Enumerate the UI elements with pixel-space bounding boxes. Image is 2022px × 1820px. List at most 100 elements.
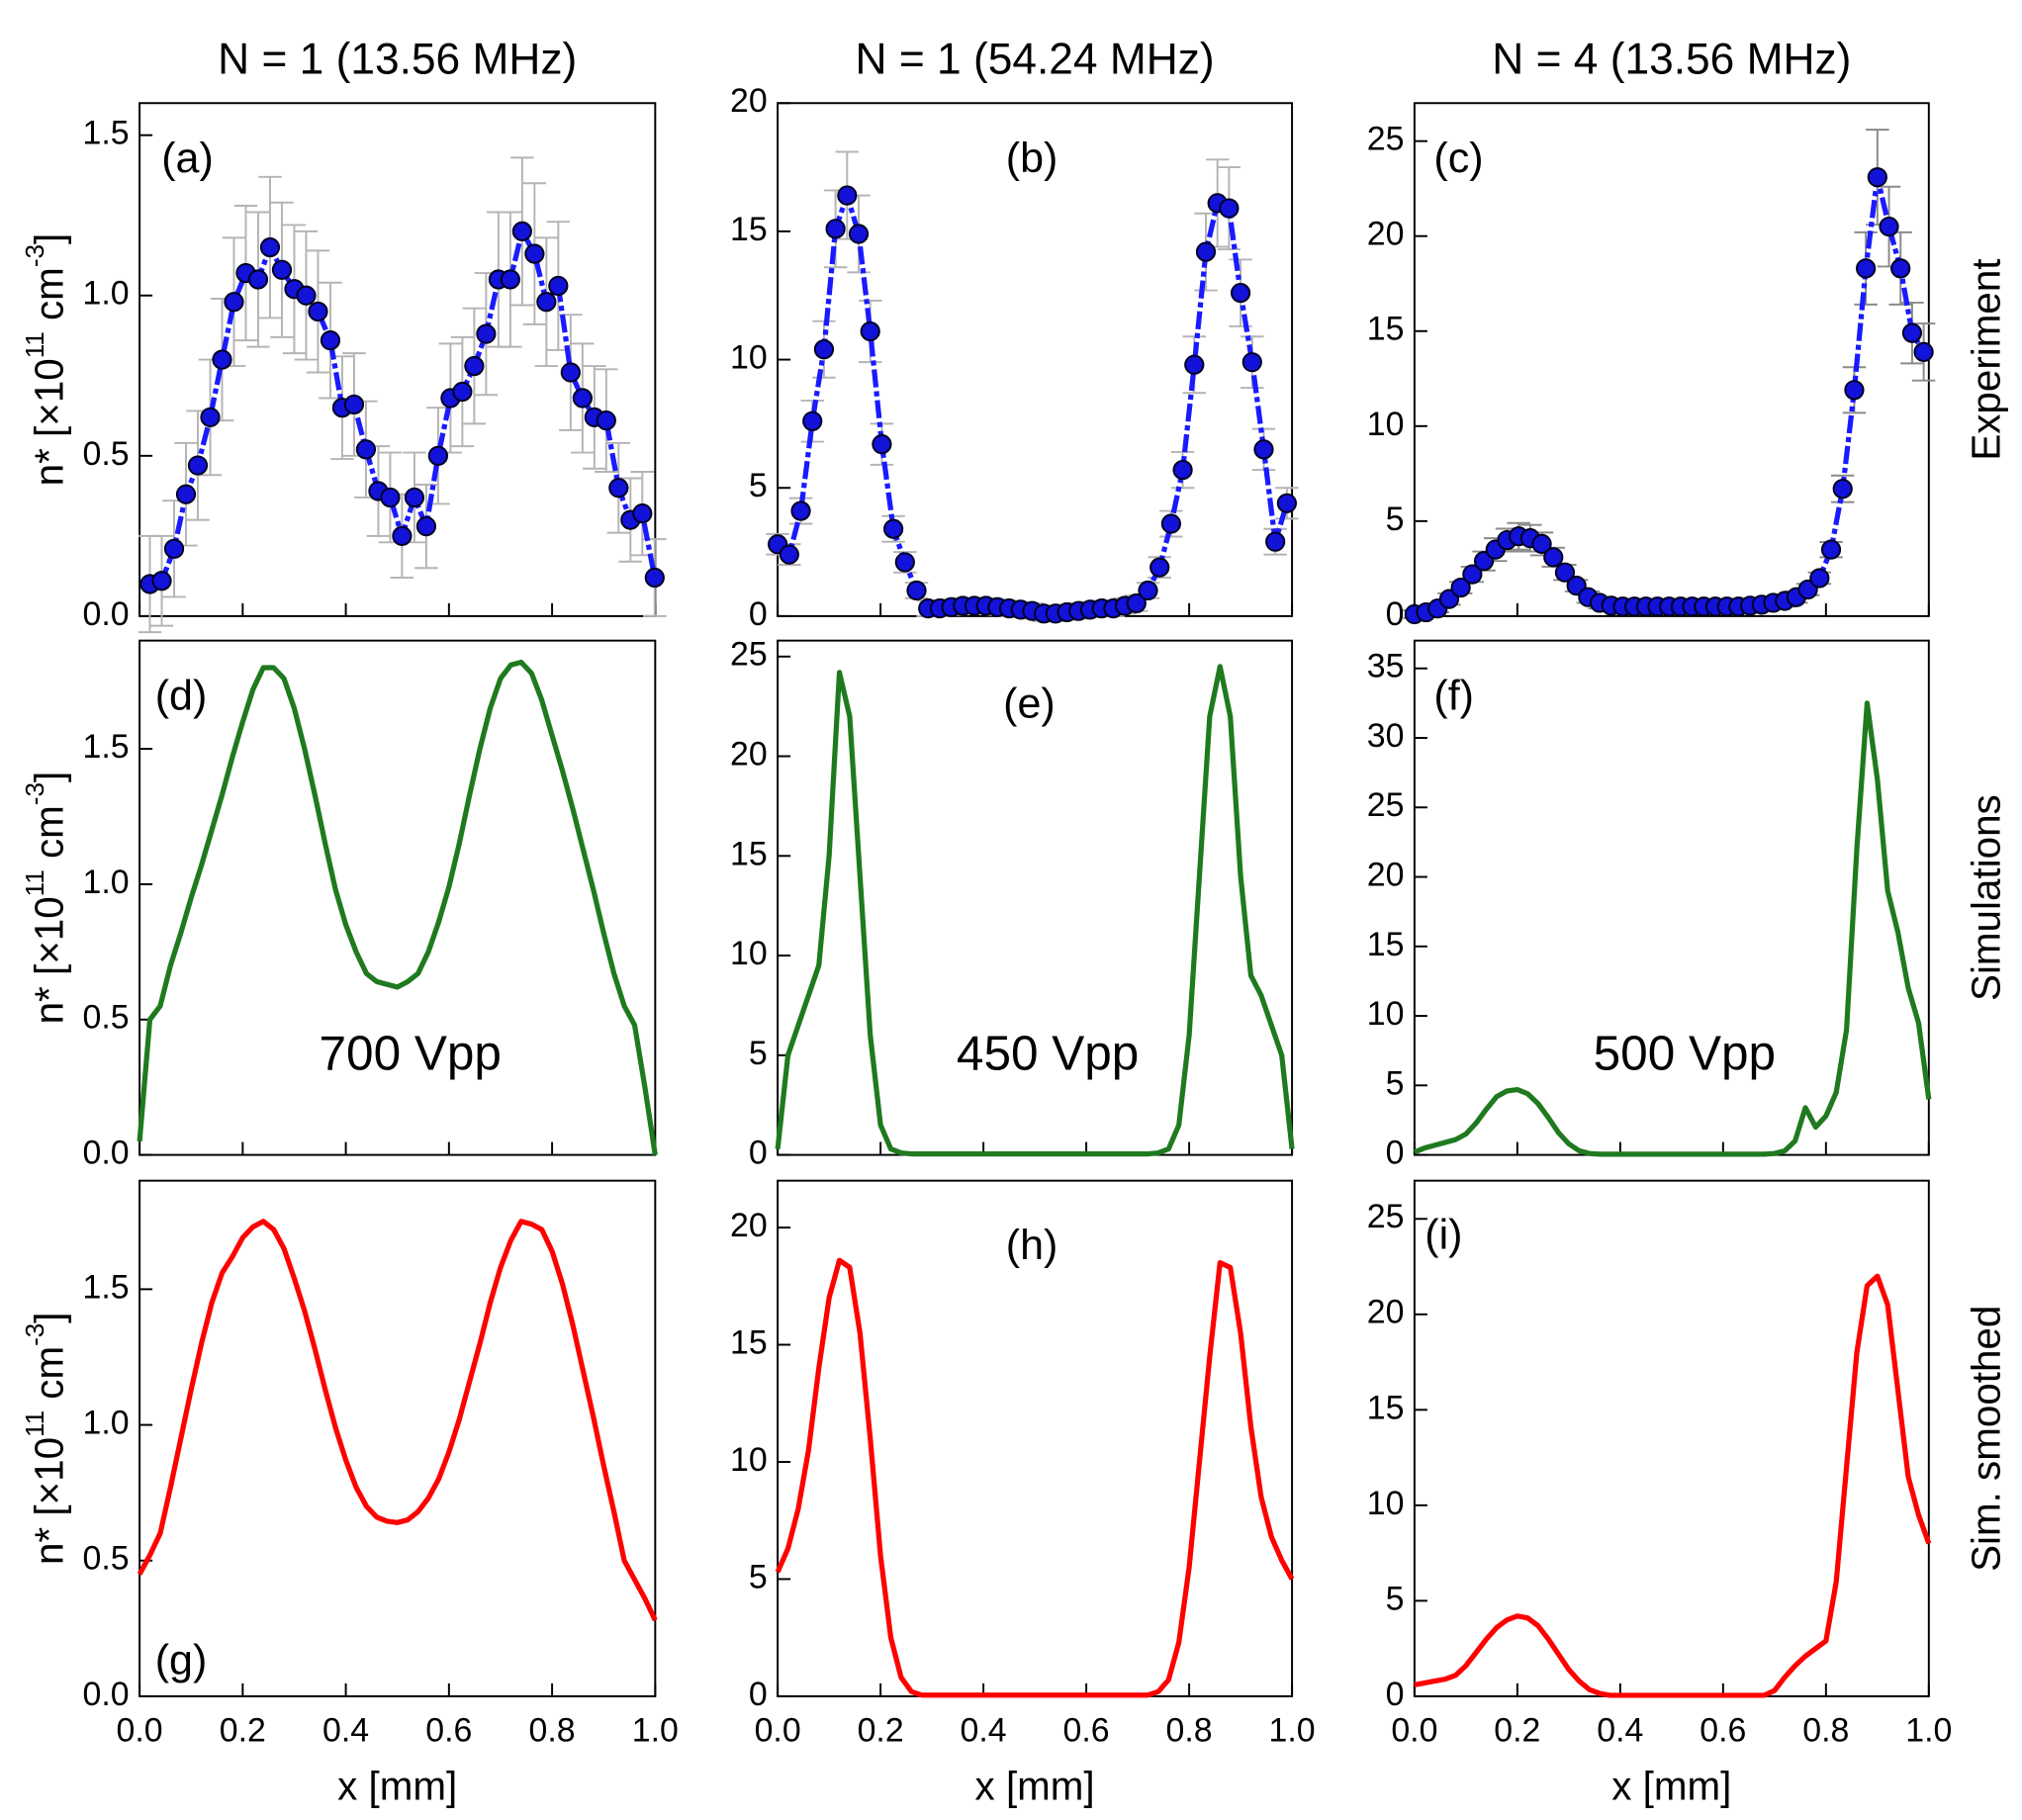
data-point [883,518,904,539]
x-tick-label: 0.8 [1166,1711,1213,1749]
x-tick-label: 1.0 [632,1711,679,1749]
y-tick-label: 15 [730,835,768,872]
y-tick-label: 10 [730,339,768,377]
x-tick-label: 0.0 [755,1711,801,1749]
data-point [404,487,425,508]
y-tick-label: 5 [749,1035,768,1072]
y-tick-label: 10 [1367,406,1405,443]
sim-line [1413,700,1932,1157]
sim-line [775,1257,1295,1698]
annotation: 700 Vpp [320,1027,502,1081]
y-axis-label-part: n* [×10 [26,1437,71,1565]
y-tick-label: 30 [1367,717,1405,755]
x-tick-label: 0.8 [1802,1711,1849,1749]
x-axis-label: x [mm] [337,1763,457,1808]
plot-frame [138,639,657,1156]
data-point [224,292,244,313]
y-tick-label: 20 [1367,216,1405,253]
data-point [271,259,293,280]
y-tick-label: 5 [749,1558,768,1595]
x-tick-label: 0.0 [1391,1711,1437,1749]
data-point [1265,531,1286,552]
y-tick-label: 1.0 [83,1405,130,1442]
y-tick-label: 15 [1367,926,1405,963]
panel-label: (c) [1433,135,1483,182]
x-tick-label: 0.2 [220,1711,266,1749]
y-tick-label: 20 [730,735,768,773]
y-tick-label: 20 [1367,1294,1405,1331]
data-point [1462,564,1483,585]
y-tick-label: 1.0 [83,275,130,313]
data-point [872,434,892,455]
data-point [860,320,880,342]
y-tick-label: 0.5 [83,999,130,1037]
data-point [1844,380,1865,401]
data-point [1820,539,1842,560]
panel: 0.0 0.5 1.0 1.5 (d) 700 Vpp n* [×1011 cm-3] [20,639,658,1172]
y-tick-label: 15 [1367,311,1405,348]
sim-line [775,664,1295,1157]
y-tick-label: 1.5 [83,728,130,766]
row-label: Sim. smoothed [1964,1306,2009,1572]
data-point [906,580,927,601]
data-point [802,410,823,431]
data-point [608,478,629,499]
data-point [212,349,232,370]
panel: 0 5 10 15 20 N = 1 (54.24 MHz) (b) [730,35,1299,633]
x-tick-label: 0.4 [1597,1711,1643,1749]
data-point [1126,592,1147,614]
y-tick-label: 0 [1386,1676,1405,1713]
data-point [380,487,401,508]
y-tick-label: 0 [1386,595,1405,633]
y-tick-label: 5 [1386,1064,1405,1102]
y-tick-label: 15 [1367,1389,1405,1426]
data-point [1219,198,1240,219]
data-point [320,330,341,351]
data-point [343,394,365,415]
chart-title: N = 4 (13.56 MHz) [1492,35,1851,83]
y-axis-label-part: cm [26,267,71,331]
panel: 0 5 10 15 20 25 (e) 450 Vpp [730,636,1295,1172]
data-point [632,503,653,524]
data-point [476,323,497,344]
data-point [779,544,799,565]
y-axis-label-sup: 11 [20,869,49,896]
x-tick-label: 0.6 [1700,1711,1746,1749]
data-point [259,237,281,258]
data-point [825,219,846,239]
data-point [1172,459,1193,481]
plot-frame [138,1179,657,1697]
x-tick-label: 0.8 [529,1711,576,1749]
data-point [175,484,197,504]
data-point [560,362,581,383]
data-point [1138,580,1158,601]
y-tick-label: 15 [730,1323,768,1361]
panel-label: (f) [1433,673,1474,720]
y-tick-label: 15 [730,211,768,248]
y-axis-label-part: n* [×10 [26,358,71,486]
y-axis-label: n* [×1011 cm-3] [20,772,71,1025]
y-tick-label: 25 [1367,786,1405,824]
sim-line [137,659,658,1155]
data-point [1241,352,1262,373]
y-tick-label: 0 [749,1676,768,1713]
data-point [415,516,437,537]
sim-line [1414,1273,1932,1698]
x-tick-label: 0.2 [1494,1711,1540,1749]
data-point [1184,354,1205,375]
y-tick-label: 20 [730,82,768,120]
chart-title: N = 1 (13.56 MHz) [218,35,577,83]
data-point [1149,557,1170,578]
panel-label: (i) [1425,1211,1462,1258]
data-point [1809,568,1830,589]
data-point [1879,217,1899,237]
data-point [1531,533,1552,554]
panel-label: (a) [161,135,214,182]
y-tick-label: 0.0 [83,1676,130,1713]
data-point [1832,479,1853,500]
y-axis-label-part: cm [26,1346,71,1410]
chart-title: N = 1 (54.24 MHz) [856,35,1215,83]
panel: 0.0 0.5 1.0 1.5 0.0 0.2 0.4 0.6 0.8 1.0 (g) x [mm] n… [20,1179,679,1808]
data-point [151,571,172,592]
